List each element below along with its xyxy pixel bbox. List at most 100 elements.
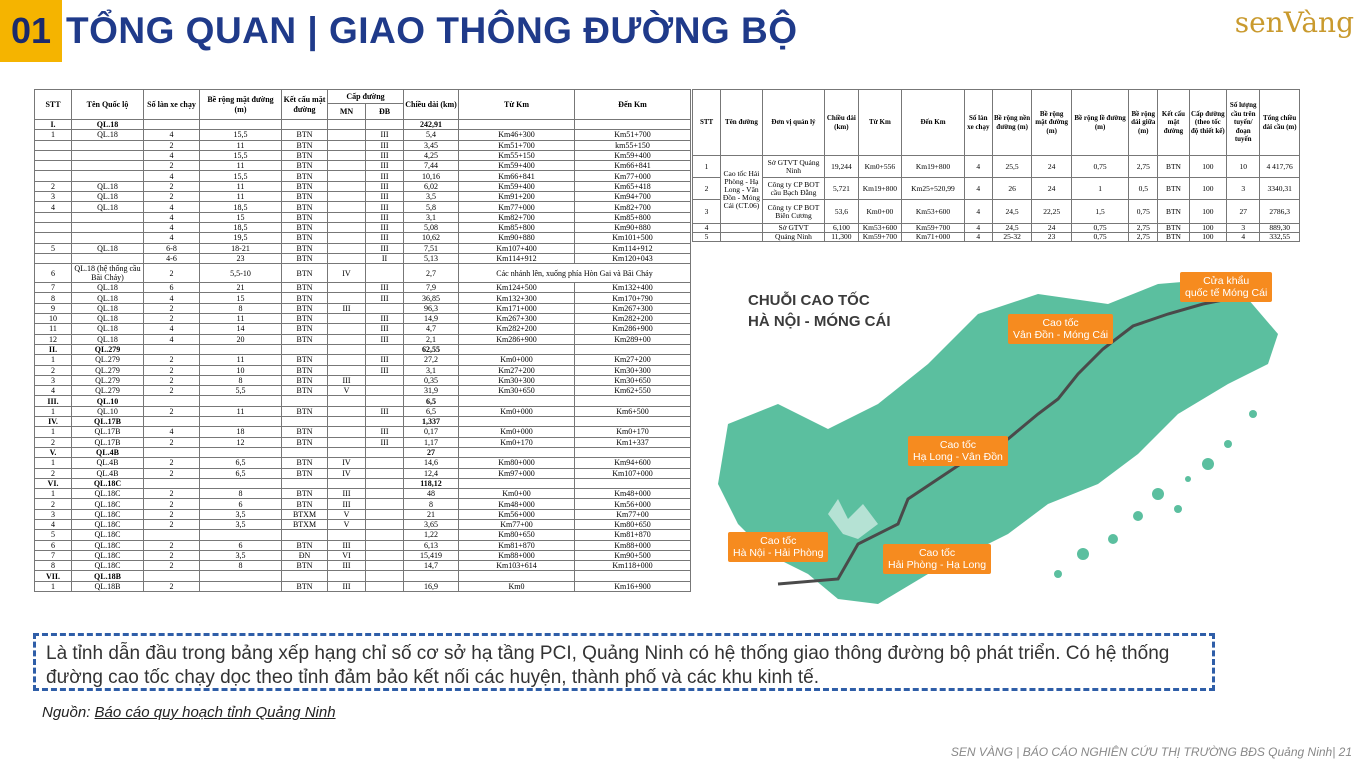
table-row: 7 QL.18C 2 3,5 ĐN VI 15,419 Km88+000 Km90+500 — [34, 549, 692, 562]
table-cell: BTN — [281, 385, 328, 397]
table-cell: QL.18C — [71, 560, 144, 572]
expressway-header-row: STT Tên đường Đơn vị quản lý Chiều dài (km)… — [691, 89, 1300, 156]
table-cell — [34, 221, 72, 234]
table-cell: 4 — [963, 177, 993, 200]
table-cell: 1,5 — [1070, 199, 1130, 224]
table-cell: 8 — [199, 374, 282, 387]
table-cell: III — [364, 129, 405, 141]
table-cell — [71, 139, 144, 151]
table-cell: Km30+300 — [458, 374, 576, 387]
table-row: 6 QL.18C 2 6 BTN III 6,13 Km81+870 Km88+000 — [34, 539, 692, 551]
table-cell: 8 — [199, 302, 282, 315]
table-cell: BTN — [281, 252, 328, 265]
table-cell: 5,4 — [403, 129, 460, 141]
table-cell: 6,5 — [403, 405, 460, 418]
table-cell: 100 — [1188, 177, 1228, 200]
table-cell: 11 — [199, 405, 282, 418]
table-cell: BTN — [281, 333, 328, 345]
table-cell: BTN — [281, 436, 328, 448]
table-cell: Km114+912 — [458, 252, 576, 265]
table-cell: Quảng Ninh — [761, 232, 826, 242]
table-cell: 8 — [34, 560, 72, 572]
table-cell: Km80+000 — [458, 457, 576, 469]
table-row: 2 QL.18 2 11 BTN III 6,02 Km59+400 Km65+418 — [34, 180, 692, 193]
table-cell: BTN — [281, 539, 328, 551]
table-cell: 2,75 — [1128, 223, 1159, 233]
table-cell: Km171+000 — [458, 302, 576, 315]
table-cell: 3,5 — [199, 518, 282, 531]
table-cell: 3 — [34, 374, 72, 387]
th-road: Tên Quốc lộ — [71, 89, 144, 120]
table-row: 4 QL.279 2 5,5 BTN V 31,9 Km30+650 Km62+550 — [34, 385, 692, 397]
table-cell: Km65+418 — [574, 180, 692, 193]
table-cell: 4 — [143, 149, 200, 162]
source-link[interactable]: Báo cáo quy hoạch tỉnh Quảng Ninh — [94, 704, 336, 721]
table-cell — [199, 416, 282, 428]
table-cell: Km94+700 — [574, 191, 692, 203]
table-cell — [364, 395, 405, 407]
table-row: 11 QL.18 4 14 BTN III 4,7 Km282+200 Km286+900 — [34, 323, 692, 335]
table-cell: QL.279 — [71, 374, 144, 387]
table-cell — [364, 580, 405, 593]
table-cell: Km267+300 — [574, 302, 692, 315]
table-cell: III — [364, 139, 405, 151]
table-cell — [458, 446, 576, 459]
table-cell: 2 — [143, 191, 200, 203]
table-cell: 11 — [199, 139, 282, 151]
table-cell: III — [327, 539, 366, 551]
table-cell: BTN — [1157, 223, 1190, 233]
table-cell — [327, 354, 366, 366]
th-from: Từ Km — [458, 89, 576, 120]
brand-logo: senVàng — [1235, 6, 1354, 39]
table-cell — [364, 539, 405, 551]
table-cell: Sở GTVT Quảng Ninh — [761, 155, 826, 178]
table-cell: 1 — [34, 488, 72, 500]
label-ha-noi-hai-phong: Cao tốc Hà Nội - Hải Phòng — [728, 532, 829, 562]
table-cell: II — [364, 252, 405, 265]
table-cell: 24 — [1031, 177, 1072, 200]
table-cell — [720, 232, 763, 242]
table-cell: 1 — [34, 354, 72, 366]
table-cell: QL.18 — [71, 242, 144, 254]
table-cell — [327, 477, 366, 490]
table-cell: 4 — [34, 201, 72, 213]
table-cell: Km59+400 — [458, 180, 576, 193]
table-cell: 8 — [199, 488, 282, 500]
table-cell: 4,25 — [403, 149, 460, 162]
table-cell — [143, 118, 200, 131]
table-cell: Km0+556 — [857, 155, 903, 178]
table-cell — [199, 477, 282, 490]
table-cell: III — [364, 160, 405, 172]
table-cell: Km282+200 — [458, 323, 576, 335]
table-cell: 2 — [143, 263, 200, 284]
table-cell: 23 — [1031, 232, 1072, 242]
table-cell: 18-21 — [199, 242, 282, 254]
table-cell: 23 — [199, 252, 282, 265]
table-cell: 8 — [199, 560, 282, 572]
table-cell: Km81+870 — [574, 529, 692, 541]
table-cell: 100 — [1188, 223, 1228, 233]
table-cell: Km30+650 — [574, 374, 692, 387]
table-cell: 2 — [143, 302, 200, 315]
table-cell — [327, 343, 366, 356]
map-title: CHUỖI CAO TỐC HÀ NỘI - MÓNG CÁI — [748, 290, 891, 332]
table-cell: 19,5 — [199, 232, 282, 244]
table-cell: Km85+800 — [574, 211, 692, 223]
th-mn: MN — [327, 103, 366, 120]
table-cell — [143, 529, 200, 541]
table-cell — [574, 570, 692, 582]
table-cell: Km77+000 — [574, 170, 692, 182]
table-cell: Km30+300 — [574, 364, 692, 376]
table-cell — [327, 395, 366, 407]
table-cell: 31,9 — [403, 385, 460, 397]
table-row: 4-6 23 BTN II 5,13 Km114+912 Km120+043 — [34, 252, 692, 265]
table-cell — [574, 446, 692, 459]
table-cell: QL.17B — [71, 426, 144, 438]
table-row: 5 QL.18 6-8 18-21 BTN III 7,51 Km107+400 Km114+9… — [34, 242, 692, 254]
table-cell: QL.17B — [71, 436, 144, 448]
table-cell: 1 — [34, 129, 72, 141]
table-cell: BTN — [281, 467, 328, 479]
table-cell — [327, 570, 366, 582]
table-cell — [327, 149, 366, 162]
national-roads-body: I. QL.18 242,91 1 QL.18 4 15,5 BTN III 5,4 Km46+30… — [34, 118, 692, 593]
